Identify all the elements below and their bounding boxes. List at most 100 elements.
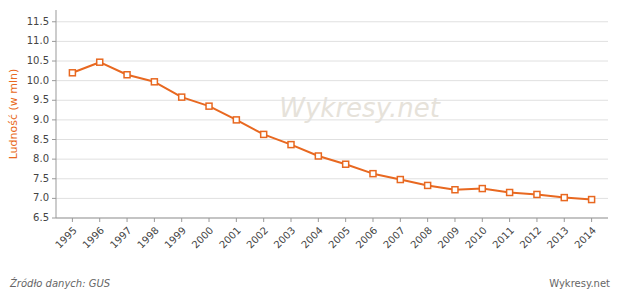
- x-tick-label: 2012: [518, 225, 544, 251]
- marker: [507, 189, 513, 195]
- x-tick-label: 2004: [299, 225, 325, 251]
- x-tick-label: 2013: [545, 225, 571, 251]
- y-ticks: 6.57.07.58.08.59.09.510.010.511.011.5: [27, 16, 56, 223]
- x-tick: [236, 218, 237, 222]
- x-tick: [181, 218, 182, 222]
- x-tick-label: 2008: [408, 225, 434, 251]
- grid-line: [56, 100, 608, 101]
- x-tick-label: 2011: [490, 225, 516, 251]
- y-tick-label: 7.5: [33, 173, 49, 184]
- y-axis-label: Ludność (w mln): [7, 69, 20, 160]
- y-grid: [56, 22, 608, 218]
- y-tick: [52, 139, 56, 140]
- x-tick: [291, 218, 292, 222]
- x-tick: [427, 218, 428, 222]
- x-tick: [318, 218, 319, 222]
- marker: [124, 72, 130, 78]
- watermark: Wykresy.net: [279, 93, 440, 123]
- y-tick: [52, 100, 56, 101]
- grid-line: [56, 198, 608, 199]
- x-tick: [482, 218, 483, 222]
- y-tick-label: 10.0: [27, 75, 49, 86]
- y-tick-label: 8.0: [33, 153, 49, 164]
- x-tick: [400, 218, 401, 222]
- y-tick: [52, 159, 56, 160]
- grid-line: [56, 21, 608, 22]
- x-tick-label: 2014: [572, 225, 598, 251]
- x-tick: [564, 218, 565, 222]
- x-ticks: 1995199619971998199920002001200220032004…: [53, 218, 598, 251]
- x-tick: [263, 218, 264, 222]
- y-tick-label: 11.5: [27, 16, 49, 27]
- x-tick-label: 2002: [244, 225, 270, 251]
- x-tick-label: 2007: [381, 225, 407, 251]
- x-tick: [345, 218, 346, 222]
- page: {"chart_data": { "type": "line", "x": [1…: [0, 0, 620, 292]
- y-tick-label: 9.5: [33, 94, 49, 105]
- marker: [397, 177, 403, 183]
- x-tick-label: 2009: [436, 225, 462, 251]
- x-tick-label: 1995: [53, 225, 79, 251]
- y-tick-label: 6.5: [33, 212, 49, 223]
- marker: [288, 142, 294, 148]
- marker: [179, 94, 185, 100]
- y-tick-label: 9.0: [33, 114, 49, 125]
- y-tick-label: 10.5: [27, 55, 49, 66]
- source: Źródło danych: GUS: [9, 277, 111, 289]
- y-tick: [52, 61, 56, 62]
- x-tick: [154, 218, 155, 222]
- x-tick-label: 2006: [354, 225, 380, 251]
- grid-line: [56, 218, 608, 219]
- y-tick: [52, 41, 56, 42]
- footer-brand: Wykresy.net: [549, 278, 610, 289]
- y-tick: [52, 218, 56, 219]
- marker: [479, 186, 485, 192]
- grid-line: [56, 178, 608, 179]
- marker: [315, 153, 321, 159]
- grid-line: [56, 61, 608, 62]
- x-tick: [591, 218, 592, 222]
- marker: [97, 59, 103, 65]
- x-tick-label: 2010: [463, 225, 489, 251]
- x-tick-label: 2000: [190, 225, 216, 251]
- x-tick: [454, 218, 455, 222]
- y-tick: [52, 80, 56, 81]
- x-tick-label: 1997: [108, 225, 134, 251]
- grid-line: [56, 139, 608, 140]
- marker: [561, 195, 567, 201]
- marker: [233, 117, 239, 123]
- chart: Wykresy.net6.57.07.58.08.59.09.510.010.5…: [0, 0, 620, 292]
- marker: [69, 70, 75, 76]
- x-tick: [372, 218, 373, 222]
- x-axis-line: [56, 218, 608, 219]
- x-tick: [209, 218, 210, 222]
- x-tick: [127, 218, 128, 222]
- marker: [589, 197, 595, 203]
- marker: [206, 103, 212, 109]
- y-tick-label: 8.5: [33, 134, 49, 145]
- x-tick-label: 2003: [272, 225, 298, 251]
- x-tick: [99, 218, 100, 222]
- marker: [534, 191, 540, 197]
- grid-line: [56, 119, 608, 120]
- x-tick-label: 1996: [80, 225, 106, 251]
- marker: [452, 187, 458, 193]
- marker: [343, 161, 349, 167]
- marker: [370, 171, 376, 177]
- y-tick: [52, 21, 56, 22]
- x-tick-label: 2005: [326, 225, 352, 251]
- line: [72, 62, 591, 199]
- marker: [425, 182, 431, 188]
- y-tick: [52, 198, 56, 199]
- x-tick: [536, 218, 537, 222]
- x-tick: [509, 218, 510, 222]
- x-tick-label: 1998: [135, 225, 161, 251]
- y-tick: [52, 119, 56, 120]
- grid-line: [56, 80, 608, 81]
- marker: [261, 131, 267, 137]
- marker: [151, 79, 157, 85]
- x-tick-label: 2001: [217, 225, 243, 251]
- x-tick-label: 1999: [162, 225, 188, 251]
- y-tick: [52, 178, 56, 179]
- data: [69, 59, 594, 202]
